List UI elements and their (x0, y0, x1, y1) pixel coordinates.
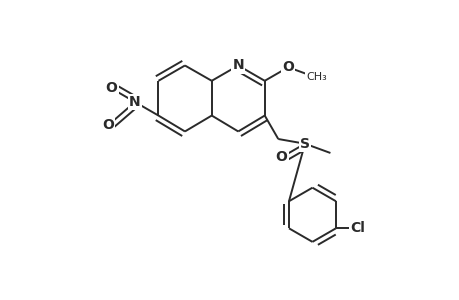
Text: O: O (106, 82, 117, 95)
Text: N: N (232, 58, 244, 73)
Text: Cl: Cl (350, 221, 364, 235)
Text: O: O (282, 60, 293, 74)
Text: N: N (129, 95, 140, 109)
Text: O: O (275, 150, 287, 164)
Text: S: S (299, 137, 309, 151)
Text: O: O (102, 118, 113, 133)
Text: CH₃: CH₃ (306, 71, 326, 82)
